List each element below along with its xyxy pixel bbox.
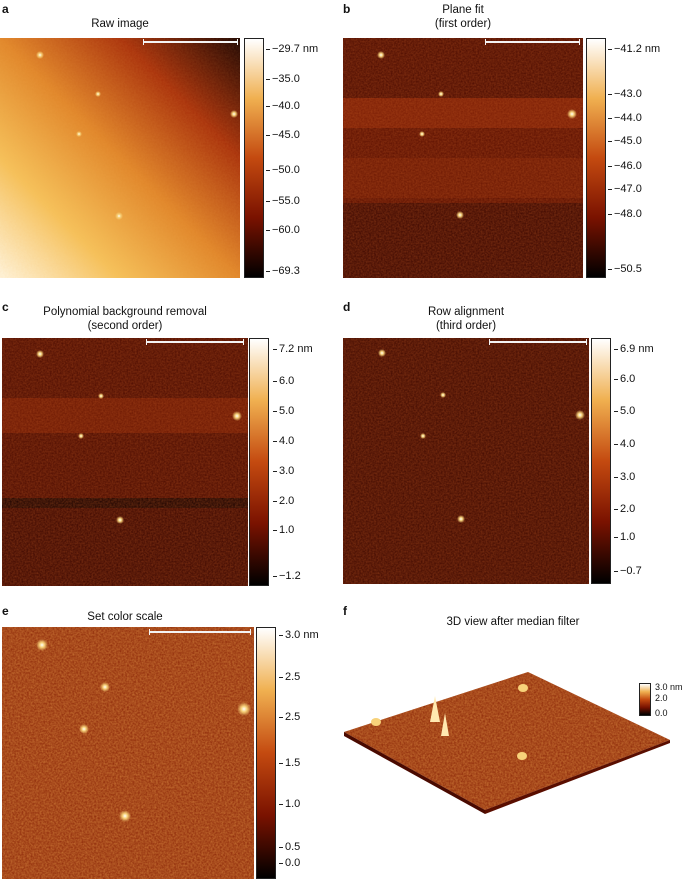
panel-title: 3D view after median filter: [446, 616, 580, 628]
scale-bar: [143, 39, 238, 45]
colorbar-tick: −45.0: [266, 129, 300, 141]
colorbar-tick: 2.5: [278, 671, 301, 683]
panel-title-line2: (second order): [87, 320, 163, 332]
afm-image-raw: [0, 38, 240, 278]
panel-title-line2: (third order): [435, 320, 497, 332]
colorbar-tick: 1.0: [272, 524, 295, 536]
colorbar-tick: 1.5: [278, 757, 301, 769]
panel-label: e: [2, 604, 9, 618]
colorbar-tick: 2.0: [613, 503, 636, 515]
colorbar-tick: −50.0: [266, 164, 300, 176]
panel-label: c: [2, 300, 9, 314]
colorbar-tick: −69.3: [266, 265, 300, 277]
colorbar-tick: −43.0: [608, 88, 642, 100]
colorbar-tick: 6.9 nm: [614, 343, 654, 355]
color-bar: [249, 338, 269, 586]
colorbar-tick: 2.0: [272, 495, 295, 507]
colorbar-tick: −48.0: [608, 208, 642, 220]
colorbar-tick: 7.2 nm: [273, 343, 313, 355]
colorbar-tick: −60.0: [266, 224, 300, 236]
panel-label: f: [343, 604, 347, 618]
panel-title-line1: Polynomial background removal: [43, 306, 207, 318]
color-bar: [244, 38, 264, 278]
colorbar-tick: 0.5: [278, 841, 301, 853]
colorbar-tick: 0.0: [278, 857, 301, 869]
panel-label: d: [343, 300, 351, 314]
color-bar-small: [639, 683, 651, 716]
afm-image-plane-fit: [343, 38, 583, 278]
colorbar-tick: 2.0: [655, 693, 668, 703]
colorbar-tick: 6.0: [272, 375, 295, 387]
colorbar-tick: −0.7: [614, 565, 642, 577]
color-bar: [586, 38, 606, 278]
colorbar-tick: −40.0: [266, 100, 300, 112]
colorbar-tick: 3.0 nm: [279, 629, 319, 641]
afm-image-row-alignment: [343, 338, 589, 584]
color-bar: [256, 627, 276, 879]
colorbar-tick: 4.0: [613, 438, 636, 450]
panel-title: Row alignment (third order): [343, 305, 589, 333]
colorbar-tick: 5.0: [613, 405, 636, 417]
colorbar-tick: 3.0 nm: [655, 682, 683, 692]
scale-bar: [146, 339, 244, 345]
panel-title: Plane fit (first order): [343, 3, 583, 31]
colorbar-tick: 3.0: [272, 465, 295, 477]
panel-title-line2: (first order): [434, 18, 492, 30]
colorbar-tick: −50.5: [608, 263, 642, 275]
scale-bar: [485, 39, 580, 45]
colorbar-tick: 5.0: [272, 405, 295, 417]
color-bar: [591, 338, 611, 584]
colorbar-tick: −29.7 nm: [265, 43, 319, 55]
panel-title: Polynomial background removal (second or…: [0, 305, 250, 333]
afm-image-polynomial: [2, 338, 248, 586]
colorbar-tick: −55.0: [266, 195, 300, 207]
colorbar-tick: −45.0: [608, 135, 642, 147]
colorbar-tick: −35.0: [266, 73, 300, 85]
scale-bar: [149, 629, 251, 635]
colorbar-tick: −44.0: [608, 112, 642, 124]
scale-bar: [489, 339, 587, 345]
colorbar-tick: −47.0: [608, 183, 642, 195]
afm-3d-view: [344, 672, 670, 814]
panel-title: Raw image: [91, 18, 149, 30]
colorbar-tick: 2.5: [278, 711, 301, 723]
panel-label: a: [2, 2, 9, 16]
colorbar-tick: 0.0: [655, 708, 668, 718]
panel-title: Set color scale: [87, 611, 163, 623]
colorbar-tick: −46.0: [608, 160, 642, 172]
afm-image-color-scale: [2, 627, 254, 879]
colorbar-tick: 6.0: [613, 373, 636, 385]
panel-title-line1: Plane fit: [442, 4, 484, 16]
colorbar-tick: 1.0: [613, 531, 636, 543]
colorbar-tick: 3.0: [613, 471, 636, 483]
colorbar-tick: −1.2: [273, 570, 301, 582]
colorbar-tick: 4.0: [272, 435, 295, 447]
colorbar-tick: 1.0: [278, 798, 301, 810]
colorbar-tick: −41.2 nm: [607, 43, 661, 55]
panel-label: b: [343, 2, 351, 16]
panel-title-line1: Row alignment: [427, 306, 505, 318]
